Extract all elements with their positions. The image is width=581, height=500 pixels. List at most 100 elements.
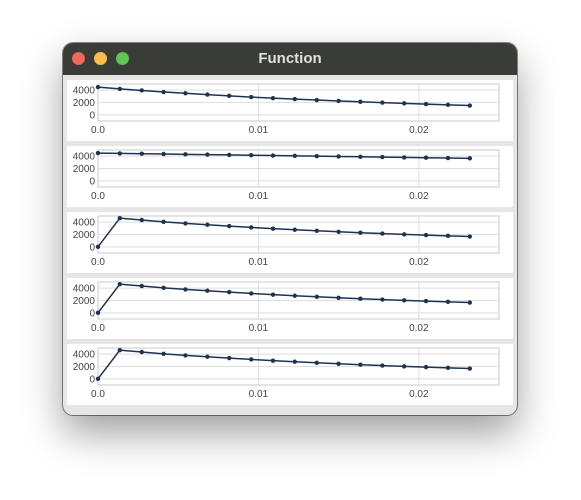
y-tick-label: 0 [89,110,95,121]
data-point [161,351,166,357]
data-point [205,92,210,97]
data-point [227,223,232,229]
x-tick-label: 0.02 [409,191,429,202]
data-point [336,229,341,234]
x-tick-label: 0.01 [249,257,269,268]
x-tick-label: 0.02 [409,323,429,334]
series-line [97,217,470,248]
series-line [97,86,470,107]
data-point [336,98,341,104]
data-point [445,365,451,371]
x-tick-label: 0.01 [249,191,269,202]
data-point [358,230,363,235]
data-point [183,221,188,226]
data-point [380,100,385,105]
data-point [117,151,123,156]
series-line [97,349,470,380]
series-line [97,152,470,160]
data-point [270,226,276,231]
data-point [358,99,363,104]
minimize-button[interactable] [94,52,107,65]
x-tick-label: 0.0 [91,257,105,268]
chart-panel-1: 4000 2000 0 0.0 0.01 0.02 [67,80,513,141]
series-line [97,283,470,314]
data-point [314,360,319,365]
data-point [227,289,232,295]
data-point [292,359,298,364]
data-point [248,357,254,362]
data-point [380,231,385,236]
data-point [423,298,429,304]
data-point [161,285,166,291]
x-tick-label: 0.0 [91,191,105,202]
data-point [117,86,123,92]
x-tick-label: 0.02 [409,389,429,400]
data-point [292,153,298,159]
data-point [161,219,166,225]
data-point [205,354,210,359]
data-point [117,347,123,353]
chart-panel-2: 4000 2000 0 0.0 0.01 0.02 [67,146,513,207]
data-point [336,361,341,366]
data-point [95,84,101,90]
close-button[interactable] [72,52,85,65]
data-point [314,97,319,103]
y-tick-label: 2000 [73,296,96,307]
data-point [423,101,429,107]
chart-panel-4: 4000 2000 0 0.0 0.01 0.02 [67,278,513,339]
zoom-button[interactable] [116,52,129,65]
data-point [183,152,188,157]
y-tick-label: 0 [89,308,95,319]
data-point [380,297,385,302]
y-tick-label: 2000 [73,98,96,109]
data-point [95,150,101,156]
data-point [139,349,144,355]
data-point [161,89,166,95]
data-point [380,154,385,160]
data-point [314,228,319,233]
data-point [402,155,407,160]
y-tick-label: 4000 [73,152,96,163]
data-point [270,292,276,297]
data-point [227,355,232,361]
data-point [336,295,341,300]
data-point [139,217,144,223]
x-tick-label: 0.0 [91,125,105,136]
data-point [139,283,144,289]
data-point [467,103,473,108]
title-bar[interactable]: Function [63,43,517,75]
data-point [402,364,407,369]
data-point [380,363,385,368]
y-tick-label: 4000 [73,86,96,97]
x-tick-label: 0.01 [249,323,269,334]
function-window: Function 4000 2000 0 0.0 0.01 0.02 4000 2000 0 0… [63,43,517,415]
data-point [445,155,451,161]
data-point [270,153,276,158]
data-point [95,376,101,382]
data-point [445,102,451,108]
data-point [95,244,101,250]
data-point [467,234,473,239]
data-point [270,95,276,101]
y-tick-label: 4000 [73,284,96,295]
data-point [445,299,451,305]
data-point [358,154,363,159]
y-tick-label: 2000 [73,230,96,241]
chart-panel-5: 4000 2000 0 0.0 0.01 0.02 [67,344,513,405]
data-point [183,287,188,292]
data-point [227,93,232,99]
data-point [139,88,144,93]
data-point [117,215,123,221]
window-title: Function [258,50,322,67]
y-tick-label: 2000 [73,362,96,373]
chart-panel-3: 4000 2000 0 0.0 0.01 0.02 [67,212,513,273]
data-point [292,227,298,232]
data-point [314,153,319,159]
y-tick-label: 0 [89,374,95,385]
data-point [467,156,473,161]
x-tick-label: 0.0 [91,389,105,400]
